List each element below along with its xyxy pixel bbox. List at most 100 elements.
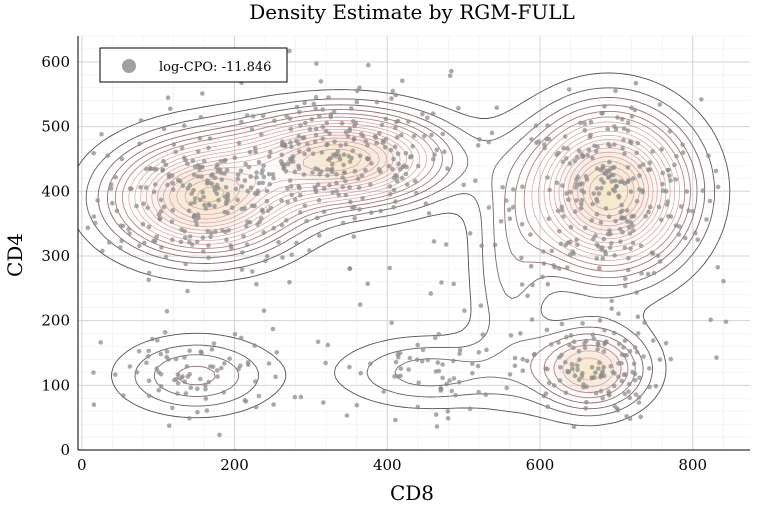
data-point: [270, 172, 276, 177]
data-point: [223, 201, 229, 206]
data-point: [635, 331, 641, 336]
data-point: [634, 290, 639, 295]
data-point: [175, 372, 181, 377]
data-point: [151, 189, 157, 195]
data-point: [640, 188, 645, 193]
data-point: [622, 245, 628, 251]
data-point: [621, 137, 626, 143]
data-point: [595, 347, 600, 352]
data-point: [541, 393, 547, 399]
data-point: [447, 378, 452, 383]
data-point: [566, 197, 571, 202]
data-point: [350, 148, 356, 153]
data-point: [108, 186, 114, 191]
data-point: [259, 216, 264, 221]
data-point: [392, 144, 398, 150]
data-point: [324, 120, 330, 126]
data-point: [313, 189, 319, 195]
data-point: [693, 230, 698, 236]
data-point: [507, 372, 513, 377]
data-point: [477, 137, 482, 142]
data-point: [166, 357, 171, 362]
data-point: [445, 409, 451, 414]
data-point: [359, 131, 364, 137]
x-axis-label: CD8: [390, 481, 434, 505]
data-point: [591, 236, 596, 242]
data-point: [589, 375, 595, 381]
contour-line: [77, 72, 731, 427]
data-point: [547, 187, 552, 193]
data-point: [626, 389, 631, 394]
data-point: [283, 143, 288, 149]
data-point: [628, 220, 634, 225]
data-point: [576, 349, 582, 354]
data-point: [635, 140, 640, 146]
data-point: [549, 342, 554, 347]
data-point: [363, 138, 369, 144]
data-point: [572, 373, 578, 379]
data-point: [629, 140, 634, 146]
data-point: [297, 109, 302, 115]
data-point: [206, 202, 212, 207]
data-point: [634, 198, 640, 204]
data-point: [400, 78, 405, 84]
data-point: [431, 239, 437, 244]
data-point: [302, 203, 308, 209]
data-point: [217, 432, 222, 438]
data-point: [574, 155, 580, 160]
data-point: [557, 229, 562, 234]
data-point: [382, 145, 388, 150]
data-point: [636, 395, 642, 400]
data-point: [325, 173, 330, 178]
data-point: [397, 350, 403, 356]
data-point: [91, 150, 96, 156]
data-point: [363, 168, 368, 173]
data-point: [302, 100, 307, 106]
data-point: [404, 182, 410, 187]
data-point: [389, 320, 395, 326]
data-point: [347, 159, 353, 164]
data-point: [359, 173, 365, 178]
data-point: [248, 185, 254, 190]
data-point: [339, 121, 345, 126]
data-point: [648, 204, 653, 210]
data-point: [145, 354, 151, 359]
data-point: [271, 402, 276, 407]
data-point: [524, 358, 530, 364]
data-point: [650, 149, 655, 154]
data-point: [579, 373, 585, 379]
data-point: [519, 221, 525, 227]
data-point: [197, 167, 202, 172]
data-point: [261, 308, 267, 314]
data-point: [212, 203, 217, 209]
data-point: [639, 270, 644, 276]
data-point: [562, 134, 568, 139]
data-point: [288, 156, 293, 162]
data-point: [183, 261, 188, 267]
data-point: [336, 192, 342, 198]
data-point: [594, 166, 600, 171]
data-point: [253, 404, 259, 410]
data-point: [598, 388, 604, 394]
data-point: [596, 191, 602, 196]
data-point: [205, 228, 210, 234]
data-point: [632, 345, 638, 350]
legend-label: log-CPO: -11.846: [159, 60, 271, 75]
data-point: [235, 197, 240, 203]
data-point: [407, 355, 413, 361]
data-point: [612, 253, 617, 258]
data-point: [219, 177, 225, 182]
data-point: [301, 172, 307, 177]
data-point: [206, 255, 211, 260]
data-point: [91, 370, 96, 375]
data-point: [330, 190, 335, 195]
data-point: [625, 267, 631, 273]
data-point: [340, 220, 346, 226]
data-point: [479, 243, 485, 249]
data-point: [343, 178, 348, 184]
data-point: [445, 166, 450, 171]
data-point: [268, 205, 274, 211]
data-point: [289, 192, 295, 198]
data-point: [242, 398, 248, 403]
data-point: [175, 380, 181, 386]
